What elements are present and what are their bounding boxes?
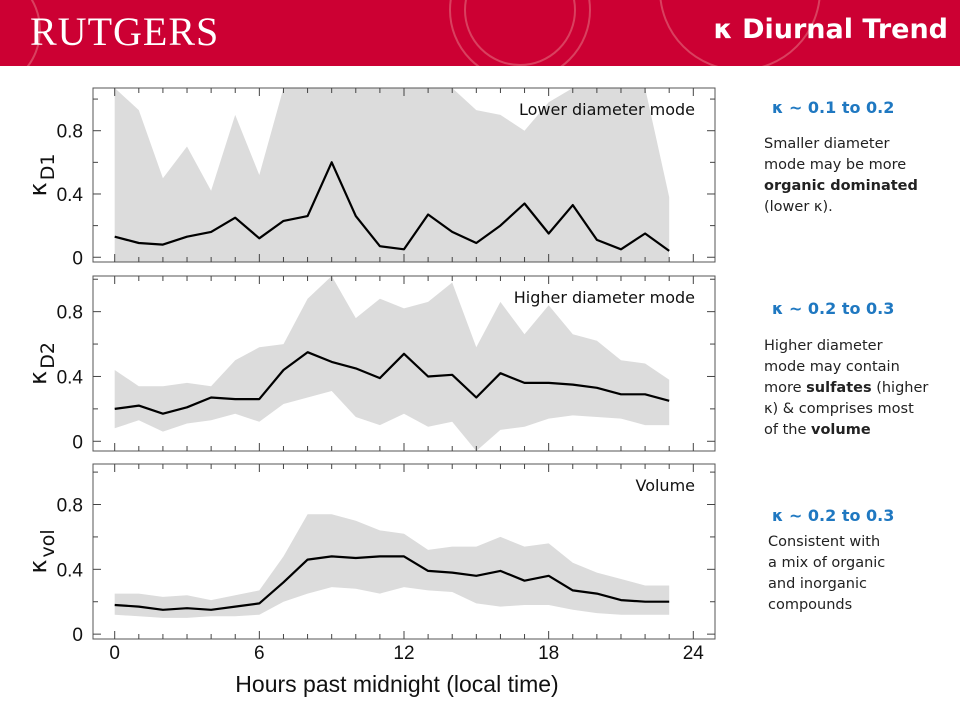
- x-tick-label: 18: [538, 643, 559, 664]
- note-text: and inorganic: [768, 576, 867, 592]
- note-2-body: Higher diameter mode may contain more sulf…: [764, 336, 928, 441]
- y-tick-label: 0.8: [57, 122, 83, 143]
- panel-3: 0 0.4 0.8 κ vol Volume: [24, 463, 716, 646]
- note-line: Higher diameter: [764, 336, 928, 357]
- note-text: Higher diameter: [764, 338, 883, 354]
- panel-2: 0 0.4 0.8 κ D2 Higher diameter mode: [24, 275, 716, 453]
- note-text: Smaller diameter: [764, 136, 890, 152]
- note-line: more sulfates (higher: [764, 378, 928, 399]
- y-axis-symbol: κ: [24, 560, 52, 574]
- note-2-heading: κ ~ 0.2 to 0.3: [772, 299, 895, 318]
- y-tick-label: 0.8: [57, 303, 83, 324]
- note-text: mode may contain: [764, 359, 900, 375]
- panel-label: Lower diameter mode: [519, 100, 695, 119]
- note-3-heading: κ ~ 0.2 to 0.3: [772, 506, 895, 525]
- note-line: mode may contain: [764, 357, 928, 378]
- note-3-body: Consistent with a mix of organic and inorg…: [768, 532, 885, 616]
- note-emphasis: organic dominated: [764, 178, 918, 194]
- note-text: κ) & comprises most: [764, 401, 914, 417]
- y-axis-subscript: D2: [37, 342, 59, 369]
- note-emphasis: sulfates: [806, 380, 872, 396]
- note-line: Consistent with: [768, 532, 885, 553]
- x-tick-label: 0: [109, 643, 120, 664]
- rutgers-logo: RUTGERS: [30, 9, 220, 54]
- note-line: mode may be more: [764, 155, 918, 176]
- note-line: organic dominated: [764, 176, 918, 197]
- note-text: mode may be more: [764, 157, 907, 173]
- y-axis-symbol: κ: [24, 371, 52, 385]
- note-line: (lower κ).: [764, 197, 918, 218]
- y-tick-label: 0.4: [57, 367, 84, 388]
- y-tick-label: 0: [72, 432, 83, 453]
- series-line: [114, 351, 670, 415]
- y-tick-label: 0.4: [57, 185, 84, 206]
- note-line: of the volume: [764, 420, 928, 441]
- y-tick-label: 0.4: [57, 560, 84, 581]
- seal-watermark: [26, 0, 821, 66]
- x-tick-label: 12: [393, 643, 414, 664]
- y-axis-label: κ D2: [24, 342, 59, 385]
- y-tick-label: 0: [72, 625, 83, 646]
- note-text: (lower κ).: [764, 199, 833, 215]
- x-axis-label: Hours past midnight (local time): [235, 671, 558, 697]
- y-tick-label: 0.8: [57, 496, 83, 517]
- note-line: Smaller diameter: [764, 134, 918, 155]
- y-axis-label: κ vol: [24, 529, 59, 573]
- uncertainty-band: [114, 276, 670, 451]
- note-line: and inorganic: [768, 574, 885, 595]
- note-text: more: [764, 380, 807, 396]
- slide-header: RUTGERS κ Diurnal Trend: [0, 0, 960, 66]
- y-tick-label: 0: [72, 248, 83, 269]
- panel-label: Higher diameter mode: [514, 288, 695, 307]
- panel-label: Volume: [635, 476, 695, 495]
- x-tick-label: 24: [683, 643, 705, 664]
- uncertainty-band: [114, 514, 670, 618]
- note-text: (higher: [871, 380, 929, 396]
- y-axis-label: κD1: [24, 154, 59, 197]
- note-text: Consistent with: [768, 534, 881, 550]
- x-tick-label: 6: [254, 643, 265, 664]
- note-1-body: Smaller diameter mode may be more organic …: [764, 134, 918, 218]
- series-line: [114, 161, 670, 252]
- note-line: κ) & comprises most: [764, 399, 928, 420]
- uncertainty-band: [114, 88, 670, 262]
- y-axis-subscript: D1: [37, 154, 59, 181]
- note-line: a mix of organic: [768, 553, 885, 574]
- note-text: compounds: [768, 597, 853, 613]
- note-text: of the: [764, 422, 811, 438]
- note-text: a mix of organic: [768, 555, 886, 571]
- note-line: compounds: [768, 595, 885, 616]
- slide-title: κ Diurnal Trend: [713, 14, 948, 45]
- panel-1: 0 0.4 0.8 κD1 Lower diameter mode: [24, 87, 716, 269]
- note-emphasis: volume: [811, 422, 871, 438]
- series-line: [114, 555, 670, 611]
- y-axis-subscript: vol: [37, 529, 59, 557]
- note-1-heading: κ ~ 0.1 to 0.2: [772, 98, 895, 117]
- y-axis-symbol: κ: [24, 182, 52, 196]
